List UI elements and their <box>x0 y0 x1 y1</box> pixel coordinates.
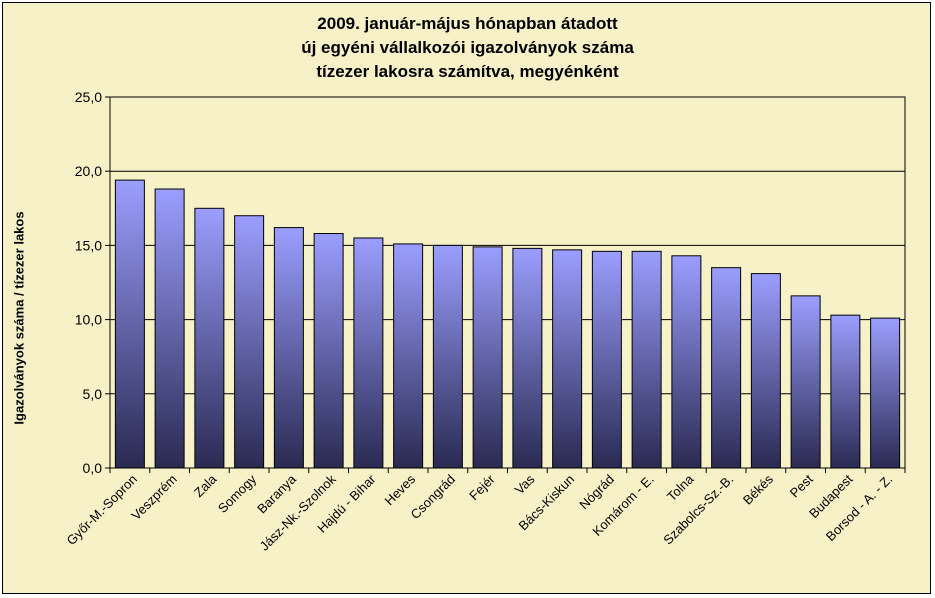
chart-title-line-3: tízezer lakosra számítva, megyénként <box>316 62 619 81</box>
bar <box>631 250 662 469</box>
bar <box>870 317 901 469</box>
bar <box>750 273 781 469</box>
bar <box>353 237 384 469</box>
bar <box>790 295 821 469</box>
y-tick-label: 25,0 <box>75 89 102 105</box>
y-tick-label: 0,0 <box>83 460 103 476</box>
x-tick-label: Vas <box>512 471 538 497</box>
bar <box>512 247 543 469</box>
y-tick-label: 20,0 <box>75 163 102 179</box>
y-tick-label: 10,0 <box>75 312 102 328</box>
bar <box>154 188 185 469</box>
bar <box>830 314 861 469</box>
chart-title-line-1: 2009. január-május hónapban átadott <box>317 14 618 33</box>
x-tick-label: Győr-M.-Sopron <box>63 472 140 549</box>
bar <box>591 250 622 469</box>
x-tick-label: Pest <box>787 471 816 500</box>
bar <box>313 233 344 469</box>
bar <box>671 255 702 469</box>
x-tick-label: Zala <box>191 471 220 500</box>
y-tick-label: 5,0 <box>83 386 103 402</box>
bar <box>472 246 503 469</box>
plot-area <box>109 96 906 469</box>
bar <box>114 179 145 469</box>
bar <box>273 227 304 469</box>
x-tick-label: Heves <box>382 471 419 508</box>
bar <box>393 243 424 469</box>
x-tick-label: Tolna <box>664 471 697 504</box>
bar <box>432 244 463 469</box>
x-tick-label: Békés <box>740 471 777 508</box>
bar <box>234 215 265 469</box>
bar <box>552 249 583 469</box>
x-tick-label: Szabolcs-Sz.-B. <box>660 472 736 548</box>
chart-title-line-2: új egyéni vállalkozói igazolványok száma <box>301 38 634 57</box>
x-tick-label: Somogy <box>215 471 260 516</box>
x-tick-label: Fejér <box>466 471 498 503</box>
bar <box>194 207 225 469</box>
y-tick-label: 15,0 <box>75 237 102 253</box>
bar <box>711 267 742 469</box>
